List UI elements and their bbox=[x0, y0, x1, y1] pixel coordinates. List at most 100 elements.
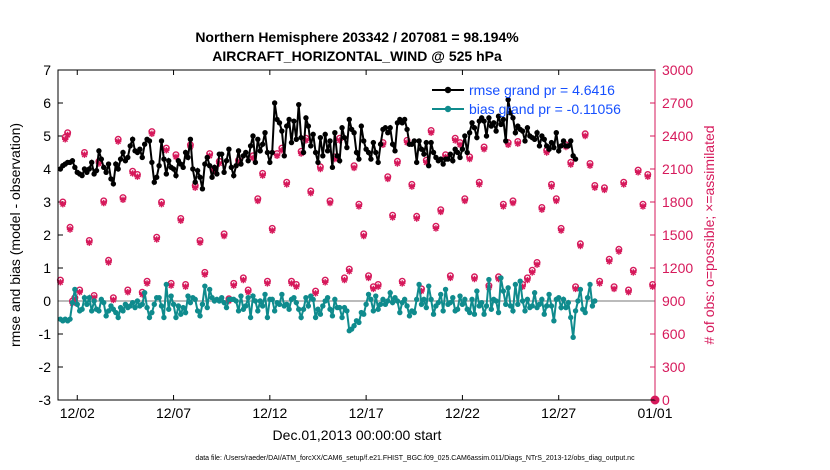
obs-assimilated-marker bbox=[394, 160, 401, 167]
obs-assimilated-marker bbox=[413, 215, 420, 222]
bias-point bbox=[385, 298, 391, 304]
rmse-point bbox=[382, 125, 389, 131]
obs-assimilated-marker bbox=[418, 287, 425, 295]
obs-assimilated-marker bbox=[504, 141, 512, 148]
obs-assimilated-marker bbox=[302, 137, 310, 144]
obs-assimilated-marker bbox=[158, 201, 165, 208]
rmse-point bbox=[252, 159, 259, 166]
bias-point bbox=[84, 301, 90, 307]
rmse-point bbox=[190, 166, 196, 172]
y-right-tick-label: 1500 bbox=[662, 227, 693, 243]
obs-assimilated-marker bbox=[577, 242, 584, 250]
rmse-point bbox=[238, 161, 244, 167]
obs-assimilated-marker bbox=[326, 199, 334, 207]
bias-point bbox=[556, 295, 562, 301]
rmse-point bbox=[317, 134, 324, 141]
bias-point bbox=[430, 311, 437, 317]
bias-point bbox=[543, 303, 550, 309]
footnote: data file: /Users/raeder/DAI/ATM_forcXX/… bbox=[195, 455, 635, 462]
rmse-point bbox=[308, 143, 314, 149]
bias-point bbox=[257, 298, 263, 304]
bias-point bbox=[397, 309, 403, 316]
legend-rmse-label: rmse grand pr = 4.6416 bbox=[469, 82, 615, 98]
obs-assimilated-marker bbox=[625, 289, 632, 296]
rmse-point bbox=[264, 149, 271, 156]
rmse-point bbox=[281, 153, 287, 159]
rmse-point bbox=[498, 121, 504, 128]
rmse-point bbox=[462, 133, 468, 139]
rmse-point bbox=[438, 156, 444, 162]
y-right-tick-label: 0 bbox=[662, 392, 670, 408]
bias-point bbox=[421, 296, 427, 303]
bias-point bbox=[279, 291, 285, 298]
rmse-point bbox=[151, 179, 157, 185]
y-right-tick-label: 2100 bbox=[662, 161, 693, 177]
obs-assimilated-marker bbox=[447, 274, 454, 282]
rmse-point bbox=[233, 163, 239, 169]
bias-point bbox=[324, 295, 331, 301]
bias-point bbox=[418, 301, 425, 307]
bias-point bbox=[582, 309, 588, 316]
bias-point bbox=[161, 314, 167, 321]
bias-point bbox=[426, 283, 432, 289]
obs-assimilated-marker bbox=[360, 232, 367, 240]
y-right-tick-label: 1800 bbox=[662, 194, 693, 210]
obs-assimilated-marker bbox=[95, 160, 103, 167]
obs-assimilated-marker bbox=[283, 181, 290, 188]
bias-point bbox=[221, 299, 227, 306]
bias-point bbox=[546, 291, 552, 298]
obs-assimilated-marker bbox=[384, 175, 391, 183]
rmse-point bbox=[486, 115, 492, 121]
bias-point bbox=[454, 306, 461, 312]
bias-point bbox=[315, 306, 321, 312]
obs-assimilated-marker bbox=[615, 248, 623, 255]
rmse-point bbox=[411, 138, 417, 144]
bias-point bbox=[151, 301, 157, 307]
obs-assimilated-marker bbox=[206, 152, 213, 159]
rmse-point bbox=[507, 110, 514, 116]
rmse-point bbox=[500, 116, 507, 123]
rmse-point bbox=[536, 143, 543, 149]
rmse-point bbox=[182, 149, 189, 156]
obs-assimilated-marker bbox=[630, 269, 637, 276]
obs-assimilated-marker bbox=[370, 285, 377, 293]
obs-assimilated-marker bbox=[471, 275, 478, 283]
y-tick-label: 5 bbox=[43, 128, 51, 144]
bias-point bbox=[305, 303, 312, 309]
bias-point bbox=[435, 299, 442, 306]
obs-assimilated-marker bbox=[606, 258, 613, 265]
rmse-point bbox=[259, 141, 266, 147]
bias-point bbox=[507, 303, 514, 309]
rmse-point bbox=[322, 131, 328, 138]
rmse-point bbox=[298, 134, 304, 141]
rmse-point bbox=[206, 163, 213, 169]
bias-point bbox=[539, 296, 545, 303]
obs-assimilated-marker bbox=[509, 199, 517, 207]
bias-point bbox=[457, 293, 463, 299]
bias-point bbox=[320, 303, 326, 309]
obs-assimilated-marker bbox=[182, 283, 189, 290]
rmse-point bbox=[105, 161, 112, 167]
bias-point bbox=[243, 303, 249, 309]
rmse-point bbox=[565, 143, 572, 149]
y-right-tick-label: 1200 bbox=[662, 260, 693, 276]
obs-assimilated-marker bbox=[610, 285, 618, 293]
rmse-point bbox=[312, 149, 319, 156]
rmse-point bbox=[471, 125, 478, 131]
bias-point bbox=[469, 296, 475, 303]
bias-point bbox=[344, 308, 350, 314]
bias-point bbox=[262, 291, 268, 298]
obs-assimilated-marker bbox=[480, 146, 488, 153]
rmse-point bbox=[235, 148, 242, 154]
bias-point bbox=[269, 296, 275, 303]
rmse-point bbox=[365, 149, 372, 156]
rmse-point bbox=[286, 116, 292, 123]
bias-point bbox=[568, 314, 574, 321]
bias-point bbox=[293, 299, 300, 306]
bias-point bbox=[115, 314, 121, 321]
obs-assimilated-marker bbox=[639, 203, 647, 210]
obs-assimilated-marker bbox=[572, 285, 579, 293]
rmse-point bbox=[180, 164, 186, 171]
bias-point bbox=[483, 303, 490, 309]
bias-point bbox=[531, 290, 538, 296]
